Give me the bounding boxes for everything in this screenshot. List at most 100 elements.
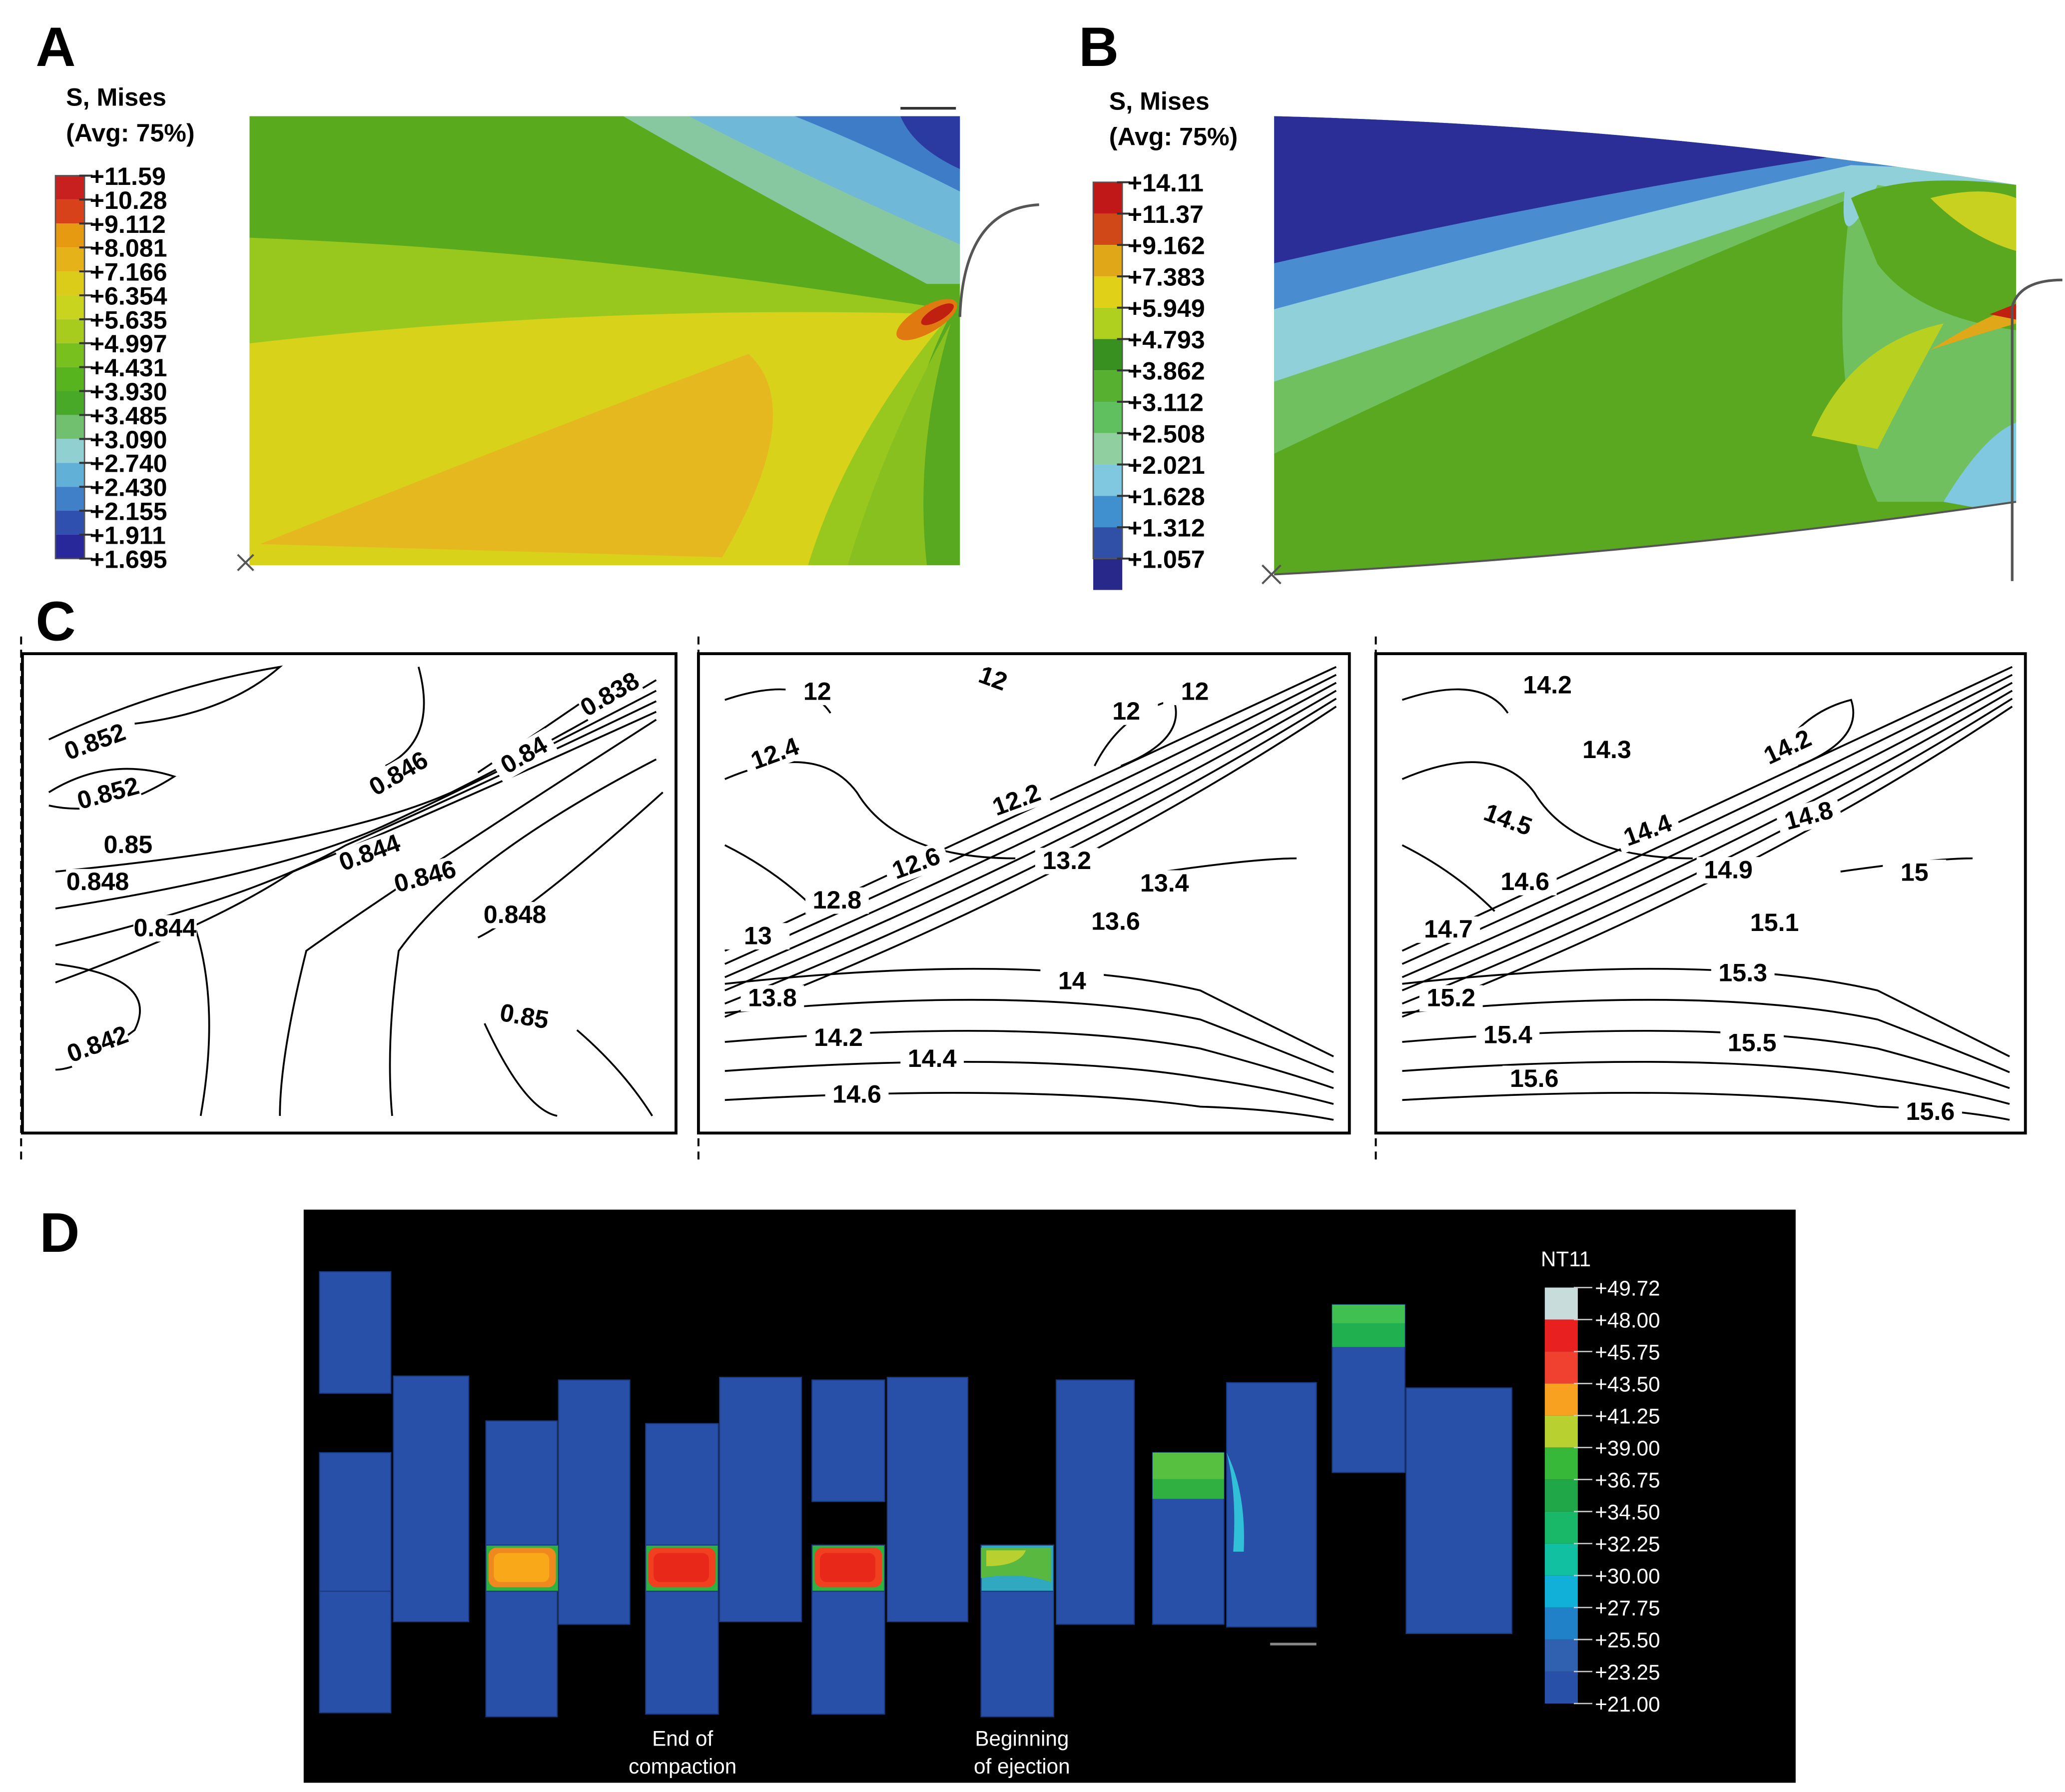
contour-label-bg (1502, 1065, 1566, 1092)
contour-label-bg (483, 901, 547, 928)
legend-value: +10.28 (90, 186, 167, 214)
legend-swatch (55, 319, 85, 343)
contour-line (1401, 682, 2013, 978)
block (485, 1591, 558, 1718)
contour-line (385, 667, 425, 767)
legend-title: S, Mises (66, 83, 166, 111)
contour-label-bg (726, 923, 790, 950)
block (393, 1375, 470, 1623)
contour-label-bg (1711, 960, 1775, 987)
annotation: Beginning (975, 1727, 1069, 1751)
annotation: compaction (629, 1755, 736, 1778)
legend-value: +1.911 (90, 521, 166, 549)
contour-line (1401, 698, 2013, 1005)
panel-b-field (1261, 116, 2063, 585)
panel-label: C (35, 591, 75, 653)
legend-value: +1.695 (90, 545, 167, 573)
contour-line (724, 690, 1337, 991)
contour-label: 13.4 (1140, 869, 1189, 897)
legend-swatch (1093, 558, 1123, 590)
contour-label-bg (1084, 908, 1148, 935)
legend-swatch (55, 439, 85, 463)
legend-value: +1.628 (1128, 483, 1205, 511)
contour-label: 14.8 (1782, 796, 1836, 835)
legend-value: +11.37 (1128, 200, 1204, 228)
legend-value: +45.75 (1595, 1340, 1660, 1364)
legend-swatch (1093, 245, 1123, 276)
warm-zone (1152, 1452, 1224, 1479)
contour-label-bg (1419, 985, 1483, 1012)
contour-label: 13 (744, 921, 772, 949)
legend-value: +6.354 (90, 282, 167, 310)
legend-swatch (1544, 1287, 1578, 1320)
warm-zone (1332, 1304, 1405, 1323)
contour-label: 13.8 (748, 984, 797, 1012)
legend-value: +7.383 (1128, 263, 1205, 291)
block (319, 1271, 392, 1394)
contour-label-bg (1040, 968, 1104, 994)
contour-label-bg (63, 1021, 132, 1068)
legend-value: +3.930 (90, 378, 167, 406)
legend-swatch (55, 295, 85, 319)
legend-swatch (1093, 307, 1123, 339)
legend-value: +2.740 (90, 450, 167, 478)
legend-swatch (1544, 1383, 1578, 1416)
contour-label-bg (900, 1045, 964, 1072)
contour-label-bg (1775, 795, 1843, 838)
legend-swatch (55, 463, 85, 487)
block (811, 1591, 885, 1715)
legend-swatch (55, 247, 85, 272)
legend-value: +2.021 (1128, 451, 1205, 479)
contour-label: 0.838 (576, 666, 644, 722)
legend-value: +5.949 (1128, 294, 1205, 322)
legend-swatch (55, 487, 85, 511)
contour-line (724, 698, 1337, 1005)
contour-label: 0.844 (134, 914, 197, 942)
legend-swatch (1544, 1511, 1578, 1544)
contour-label: 15.3 (1718, 958, 1767, 986)
hot-core (654, 1553, 709, 1582)
legend-swatch (1544, 1607, 1578, 1640)
legend-swatch (1093, 433, 1123, 465)
legend-value: +30.00 (1595, 1565, 1660, 1588)
block (1056, 1379, 1135, 1625)
legend-title: S, Mises (1109, 87, 1210, 115)
contour-label: 0.844 (335, 829, 404, 877)
contour-label-bg (1493, 869, 1557, 896)
contour-line (1401, 674, 2013, 965)
contour-label-bg (805, 887, 869, 914)
contour-line (389, 758, 657, 1116)
contour-label-bg (491, 998, 558, 1035)
legend-swatch (55, 534, 85, 559)
legend-value: +48.00 (1595, 1308, 1660, 1332)
legend-swatch (55, 391, 85, 415)
contour-label-bg (1035, 848, 1099, 875)
warm-core (986, 1550, 1026, 1567)
contour-label: 12 (1112, 697, 1140, 725)
block (645, 1591, 719, 1715)
legend-swatch (1544, 1575, 1578, 1608)
contour-label: 12.8 (813, 886, 862, 914)
legend-value: +2.508 (1128, 420, 1205, 448)
contour-label-bg (1899, 1098, 1962, 1125)
contour-label: 12 (1181, 678, 1209, 706)
panel-label: D (39, 1202, 79, 1264)
legend-swatch (1544, 1319, 1578, 1352)
legend-value: +9.162 (1128, 232, 1205, 260)
legend-value: +3.090 (90, 426, 167, 454)
legend-value: +9.112 (90, 210, 166, 238)
contour-label-bg (958, 655, 1027, 702)
contour-label-bg (335, 830, 404, 877)
contour-label: 0.852 (74, 772, 142, 815)
contour-label: 15.5 (1728, 1029, 1777, 1057)
contour-label: 14.4 (1620, 809, 1675, 852)
contour-label: 14 (1058, 966, 1086, 994)
contour-label-bg (1883, 860, 1947, 887)
contour-label-bg (576, 667, 645, 722)
contour-line (1401, 666, 2013, 952)
legend-swatch (1093, 464, 1123, 496)
contour-line (48, 665, 283, 741)
contour-line (724, 761, 1016, 860)
legend-swatch (55, 343, 85, 367)
